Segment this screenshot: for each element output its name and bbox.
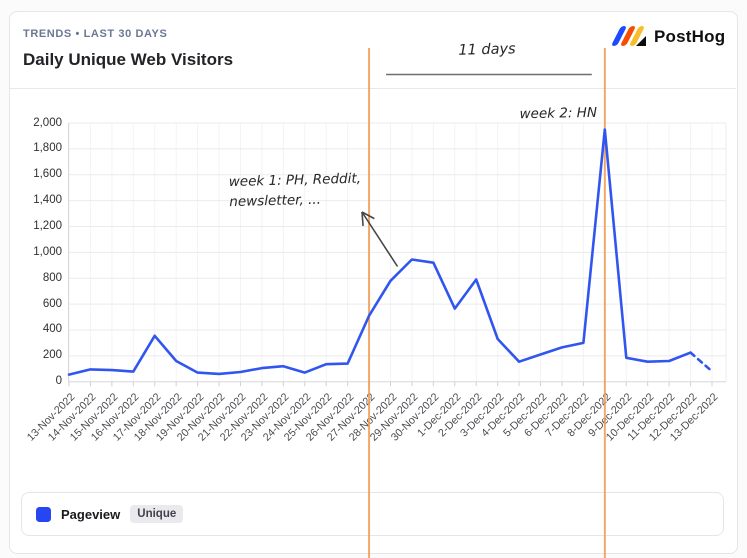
legend-item-pageview[interactable]: Pageview Unique	[36, 505, 184, 523]
header-divider	[10, 88, 736, 89]
posthog-logo-icon	[610, 25, 648, 49]
logo-triangle	[636, 36, 646, 46]
legend-unique-badge[interactable]: Unique	[130, 505, 184, 523]
page-title: Daily Unique Web Visitors	[23, 50, 234, 69]
breadcrumb-trends-last-30-days: TRENDS • LAST 30 DAYS	[23, 28, 168, 40]
legend-card: Pageview Unique	[21, 492, 724, 536]
legend-series-label: Pageview	[61, 506, 121, 522]
posthog-logo: PostHog	[610, 24, 726, 50]
legend-color-swatch	[36, 506, 51, 522]
posthog-wordmark: PostHog	[654, 27, 726, 46]
report-card	[9, 11, 738, 554]
